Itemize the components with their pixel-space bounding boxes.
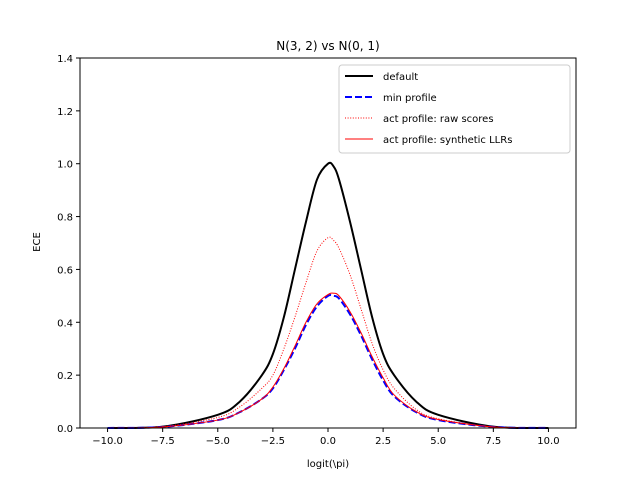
y-tick-label: 0.0 xyxy=(57,424,73,435)
y-tick-label: 0.8 xyxy=(57,213,73,224)
x-tick-label: 5.0 xyxy=(430,436,446,447)
series-layer xyxy=(107,161,549,430)
legend-box xyxy=(338,64,571,154)
x-tick-label: 2.5 xyxy=(375,436,391,447)
x-tick-label: −10.0 xyxy=(92,436,123,447)
x-tick-label: 7.5 xyxy=(485,436,501,447)
x-tick-label: 0.0 xyxy=(320,436,336,447)
legend-label-4: act profile: synthetic LLRs xyxy=(383,135,512,146)
x-tick-label: 10.0 xyxy=(537,436,559,447)
y-tick-label: 0.4 xyxy=(57,318,73,329)
axes-layer: −10.0 −7.5 −5.0 −2.5 0.0 2.5 5.0 7.5 10.0 0.0 0.2 0… xyxy=(57,54,577,447)
y-tick-label: 0.6 xyxy=(57,265,73,276)
series-line-1 xyxy=(107,161,549,430)
y-axis-label: ECE xyxy=(32,232,43,252)
legend-label-2: min profile xyxy=(383,93,437,104)
y-tick-label: 1.4 xyxy=(57,54,73,65)
legend: default min profile act profile: raw score… xyxy=(338,64,571,154)
x-tick-label: −5.0 xyxy=(206,436,230,447)
y-tick-label: 1.2 xyxy=(57,107,73,118)
y-tick-label: 0.2 xyxy=(57,371,73,382)
series-line-4 xyxy=(107,292,549,429)
legend-label-3: act profile: raw scores xyxy=(383,114,494,125)
y-tick-label: 1.0 xyxy=(57,160,73,171)
chart-title: N(3, 2) vs N(0, 1) xyxy=(276,39,379,53)
legend-label-1: default xyxy=(383,72,418,83)
x-tick-label: −7.5 xyxy=(151,436,175,447)
series-line-2 xyxy=(107,293,549,429)
x-tick-label: −2.5 xyxy=(261,436,285,447)
x-axis-label: logit(\pi) xyxy=(307,459,349,470)
